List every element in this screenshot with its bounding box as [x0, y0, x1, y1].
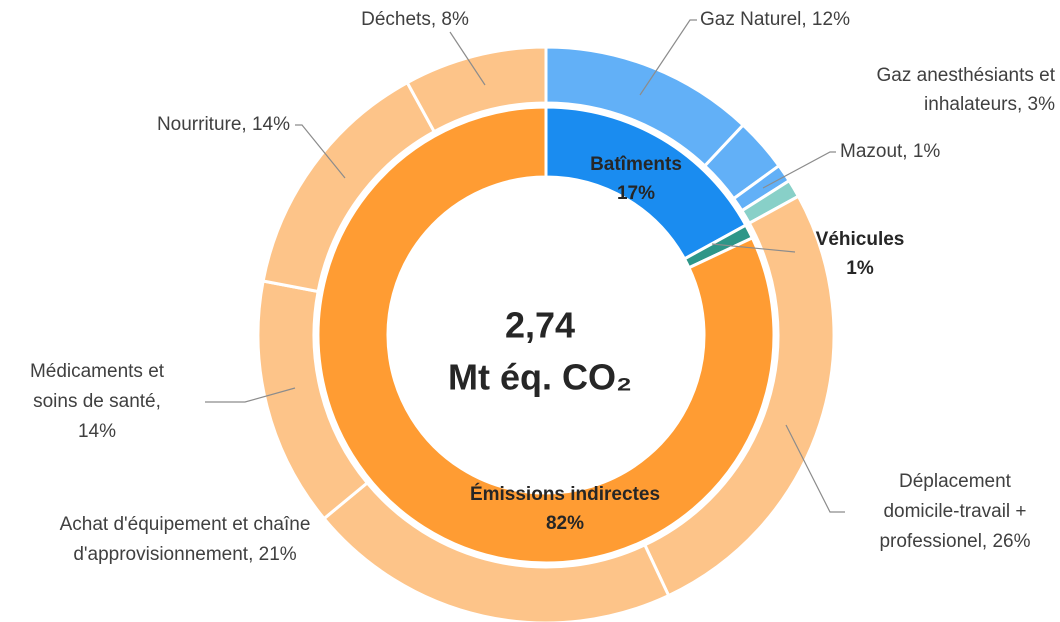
outer-label: soins de santé, [33, 391, 161, 412]
inner-label: Batîments [590, 154, 682, 175]
leader-line [639, 19, 697, 96]
leader-line [205, 387, 296, 403]
leader-line [295, 124, 346, 179]
center-unit: Mt éq. CO₂ [448, 357, 632, 398]
center-value: 2,74 [505, 305, 575, 346]
inner-value-label: 82% [546, 513, 584, 534]
outer-label: Médicaments et [30, 361, 165, 382]
outer-label: Nourriture, 14% [157, 114, 290, 135]
outer-label: domicile-travail + [883, 501, 1026, 522]
inner-value-label: 17% [617, 183, 655, 204]
outer-label: Déplacement [899, 471, 1012, 492]
outer-label: Mazout, 1% [840, 141, 940, 162]
inner-segment [316, 105, 776, 565]
outer-label: Déchets, 8% [361, 9, 469, 30]
leader-line [449, 31, 486, 86]
outer-label: Gaz Naturel, 12% [700, 9, 850, 30]
leader-line [762, 151, 836, 189]
outer-label: d'approvisionnement, 21% [73, 544, 296, 565]
outer-label: 14% [78, 421, 116, 442]
leader-line [785, 424, 845, 513]
leader-line [711, 243, 796, 253]
outer-segment [405, 45, 548, 134]
inner-value-label: 1% [846, 258, 874, 279]
outer-label: Gaz anesthésiants et [877, 65, 1056, 86]
outer-label: professionel, 26% [879, 531, 1030, 552]
outer-label: Achat d'équipement et chaîne [60, 514, 311, 535]
outer-label: inhalateurs, 3% [924, 94, 1055, 115]
inner-label: Émissions indirectes [470, 483, 660, 505]
inner-label: Véhicules [816, 229, 905, 250]
